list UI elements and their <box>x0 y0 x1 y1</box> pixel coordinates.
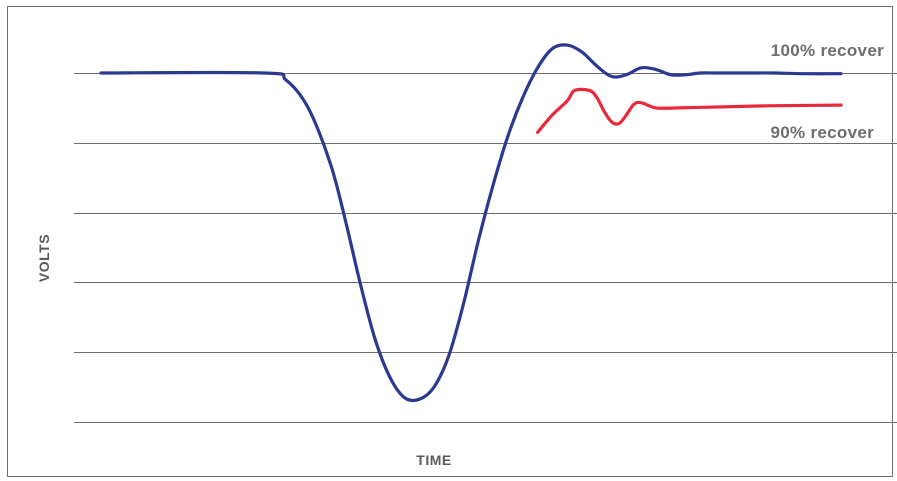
chart-frame <box>7 6 893 477</box>
series-label-100-recover: 100% recover <box>771 41 884 60</box>
series-line-90-recover <box>536 87 843 134</box>
series-label-90-recover: 90% recover <box>771 123 875 142</box>
series-layer <box>99 43 843 403</box>
series-line-100-recover <box>99 43 843 403</box>
x-axis-label: TIME <box>416 452 451 468</box>
y-axis-label: VOLTS <box>36 234 52 282</box>
